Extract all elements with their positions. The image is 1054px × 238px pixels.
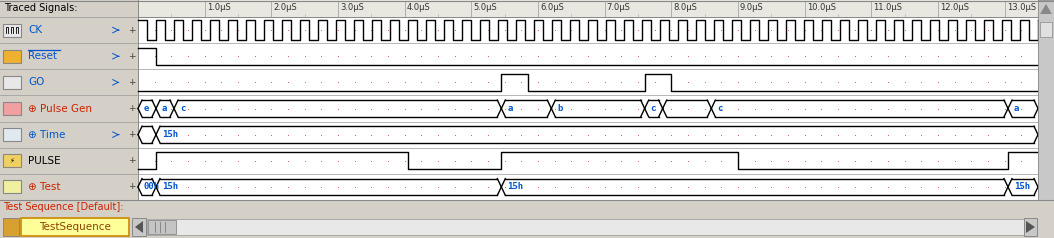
Text: +: + — [129, 183, 136, 191]
Text: 11.0µS: 11.0µS — [874, 3, 902, 12]
Text: b: b — [558, 104, 563, 113]
Bar — [148, 220, 176, 234]
Bar — [132, 218, 147, 236]
Bar — [138, 0, 1038, 17]
Text: ⊕ Test: ⊕ Test — [28, 182, 60, 192]
Bar — [0, 200, 1054, 238]
Bar — [3, 154, 21, 167]
Bar — [3, 218, 19, 236]
Polygon shape — [1026, 221, 1035, 233]
Text: 6.0µS: 6.0µS — [540, 3, 564, 12]
Text: CK: CK — [28, 25, 42, 35]
Text: +: + — [129, 52, 136, 61]
Text: +: + — [129, 25, 136, 35]
Bar — [1024, 218, 1037, 236]
Text: 3.0µS: 3.0µS — [340, 3, 364, 12]
Text: c: c — [718, 104, 723, 113]
Text: 15h: 15h — [162, 130, 178, 139]
Bar — [3, 180, 21, 193]
Bar — [3, 102, 21, 115]
Text: 15h: 15h — [162, 183, 178, 191]
Text: 00h: 00h — [144, 183, 160, 191]
Bar — [3, 128, 21, 141]
Text: +: + — [129, 156, 136, 165]
Text: +: + — [129, 130, 136, 139]
Text: Test Sequence [Default]:: Test Sequence [Default]: — [3, 202, 123, 212]
Polygon shape — [135, 221, 143, 233]
Text: 10.0µS: 10.0µS — [806, 3, 836, 12]
Bar — [147, 219, 1037, 235]
Bar — [0, 0, 138, 200]
Text: 15h: 15h — [507, 183, 524, 191]
Text: a: a — [162, 104, 168, 113]
Text: TestSequence: TestSequence — [39, 222, 111, 232]
Text: 2.0µS: 2.0µS — [273, 3, 297, 12]
Text: +: + — [129, 78, 136, 87]
Bar — [3, 50, 21, 63]
Text: 7.0µS: 7.0µS — [607, 3, 630, 12]
Text: 1.0µS: 1.0µS — [207, 3, 231, 12]
Text: c: c — [650, 104, 656, 113]
Text: a: a — [1014, 104, 1019, 113]
Text: +: + — [129, 104, 136, 113]
Text: Reset: Reset — [28, 51, 57, 61]
Text: a: a — [507, 104, 512, 113]
Bar — [21, 218, 129, 236]
Text: e: e — [144, 104, 150, 113]
Text: 13.0µS: 13.0µS — [1007, 3, 1036, 12]
Bar — [1040, 22, 1052, 37]
Text: ⊕ Pulse Gen: ⊕ Pulse Gen — [28, 104, 92, 114]
Text: GO: GO — [28, 77, 44, 87]
Polygon shape — [1040, 4, 1052, 14]
Bar — [138, 0, 1038, 200]
Text: 15h: 15h — [1014, 183, 1030, 191]
Bar — [1038, 0, 1054, 200]
Text: 4.0µS: 4.0µS — [407, 3, 430, 12]
Text: 9.0µS: 9.0µS — [740, 3, 764, 12]
Text: 8.0µS: 8.0µS — [674, 3, 697, 12]
Bar — [3, 76, 21, 89]
Bar — [3, 24, 21, 37]
Text: c: c — [180, 104, 186, 113]
Text: 5.0µS: 5.0µS — [473, 3, 497, 12]
Text: 12.0µS: 12.0µS — [940, 3, 969, 12]
Text: Traced Signals:: Traced Signals: — [4, 3, 78, 13]
Text: ⚡: ⚡ — [9, 158, 15, 164]
Text: ⊕ Time: ⊕ Time — [28, 130, 65, 140]
Text: PULSE: PULSE — [28, 156, 61, 166]
